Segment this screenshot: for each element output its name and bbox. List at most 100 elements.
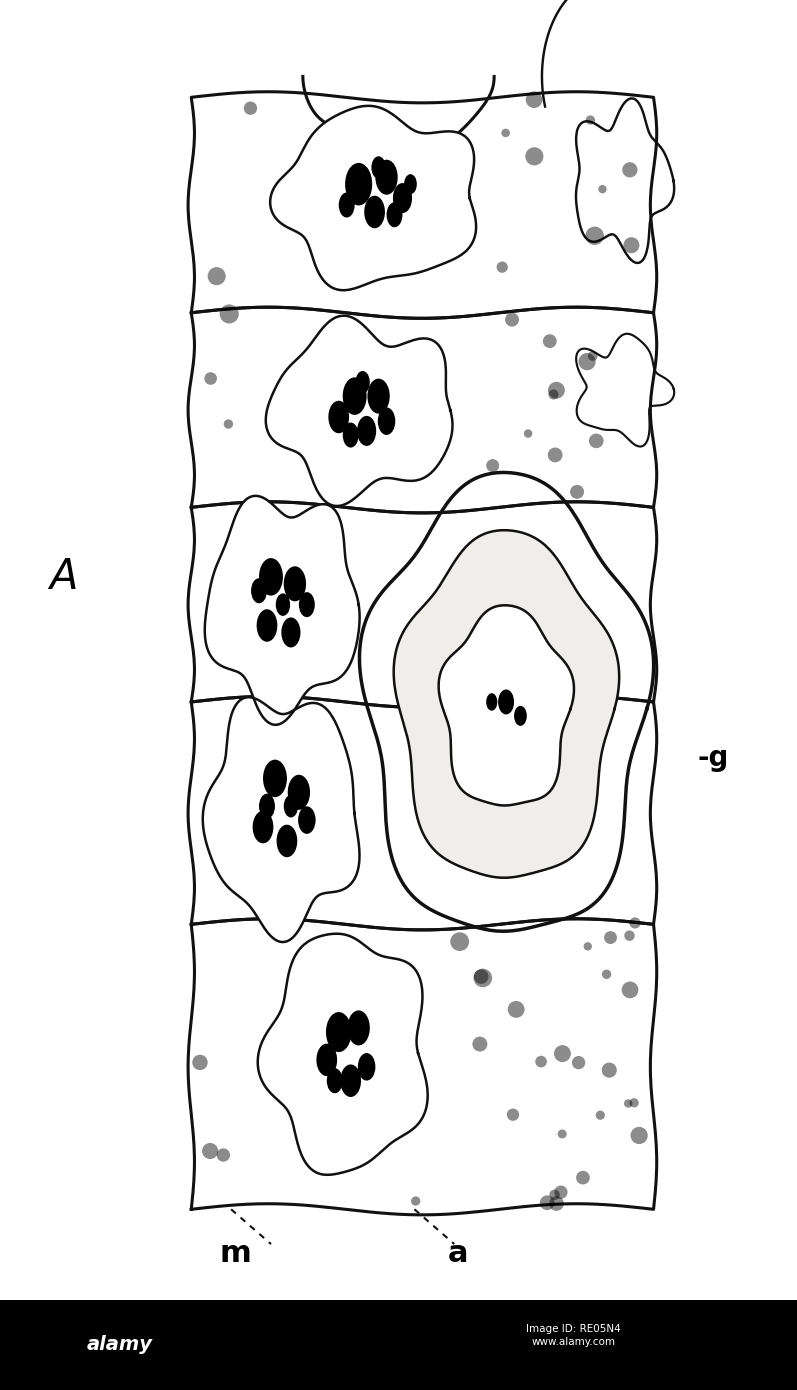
Ellipse shape (204, 373, 217, 385)
Ellipse shape (630, 1127, 648, 1144)
Ellipse shape (508, 1001, 524, 1017)
Ellipse shape (357, 416, 376, 446)
Ellipse shape (299, 592, 315, 617)
Ellipse shape (507, 1108, 519, 1120)
Ellipse shape (622, 981, 638, 998)
Ellipse shape (284, 795, 298, 817)
Ellipse shape (583, 942, 592, 951)
Ellipse shape (358, 1054, 375, 1080)
Polygon shape (270, 106, 476, 291)
Ellipse shape (549, 1190, 559, 1200)
Ellipse shape (501, 129, 510, 138)
Ellipse shape (602, 1062, 617, 1077)
Ellipse shape (263, 759, 287, 796)
Ellipse shape (281, 617, 300, 648)
Ellipse shape (251, 578, 267, 603)
Ellipse shape (387, 203, 402, 228)
Text: alamy: alamy (87, 1336, 152, 1354)
Ellipse shape (599, 185, 607, 193)
Bar (0, 1300, 797, 1390)
Ellipse shape (524, 430, 532, 438)
Ellipse shape (220, 304, 239, 324)
Ellipse shape (192, 1055, 208, 1070)
Ellipse shape (367, 378, 390, 414)
Text: A: A (49, 556, 78, 598)
Ellipse shape (486, 694, 497, 710)
Ellipse shape (340, 1065, 361, 1097)
Ellipse shape (558, 1130, 567, 1138)
Ellipse shape (630, 917, 641, 929)
Polygon shape (188, 696, 657, 930)
Ellipse shape (345, 163, 372, 206)
Ellipse shape (486, 459, 499, 473)
Ellipse shape (284, 566, 306, 602)
Polygon shape (394, 530, 619, 877)
Ellipse shape (622, 163, 638, 178)
Ellipse shape (624, 930, 634, 941)
Ellipse shape (548, 448, 563, 463)
Ellipse shape (378, 407, 395, 435)
Ellipse shape (576, 1170, 590, 1184)
Ellipse shape (355, 371, 370, 393)
Polygon shape (542, 0, 643, 107)
Polygon shape (188, 307, 657, 513)
Ellipse shape (375, 160, 398, 195)
Polygon shape (188, 919, 657, 1215)
Ellipse shape (450, 933, 469, 951)
Ellipse shape (217, 1148, 230, 1162)
Ellipse shape (498, 689, 514, 714)
Ellipse shape (224, 420, 233, 428)
Polygon shape (188, 502, 657, 708)
Ellipse shape (328, 400, 349, 434)
Text: m: m (219, 1240, 251, 1268)
Ellipse shape (526, 92, 543, 108)
Ellipse shape (588, 352, 598, 361)
Ellipse shape (497, 261, 508, 272)
Ellipse shape (371, 156, 386, 179)
Ellipse shape (586, 115, 595, 125)
Ellipse shape (630, 1098, 638, 1108)
Ellipse shape (404, 174, 417, 195)
Polygon shape (576, 99, 674, 263)
Ellipse shape (525, 147, 544, 165)
Polygon shape (257, 934, 428, 1175)
Polygon shape (188, 92, 657, 318)
Ellipse shape (339, 193, 355, 218)
Polygon shape (359, 473, 654, 931)
Ellipse shape (327, 1068, 343, 1093)
Ellipse shape (411, 1197, 420, 1205)
Polygon shape (205, 496, 359, 724)
Ellipse shape (257, 609, 277, 642)
Ellipse shape (595, 1111, 605, 1120)
Ellipse shape (514, 706, 527, 726)
Ellipse shape (554, 1186, 567, 1198)
Ellipse shape (259, 559, 283, 596)
Ellipse shape (259, 794, 275, 819)
Ellipse shape (505, 313, 519, 327)
Ellipse shape (579, 353, 595, 370)
Ellipse shape (624, 1099, 633, 1108)
Ellipse shape (277, 824, 297, 858)
Ellipse shape (288, 774, 310, 810)
Ellipse shape (549, 1197, 563, 1211)
Ellipse shape (586, 227, 604, 245)
Ellipse shape (570, 485, 584, 499)
Ellipse shape (623, 238, 639, 253)
Polygon shape (576, 334, 674, 446)
Ellipse shape (316, 1044, 337, 1076)
Ellipse shape (364, 196, 385, 228)
Ellipse shape (474, 969, 489, 984)
Ellipse shape (347, 1011, 370, 1045)
Ellipse shape (554, 1045, 571, 1062)
Ellipse shape (536, 1056, 547, 1068)
Ellipse shape (202, 1143, 218, 1159)
Ellipse shape (343, 378, 367, 414)
Ellipse shape (276, 594, 290, 616)
Polygon shape (202, 698, 359, 942)
Polygon shape (265, 316, 453, 506)
Ellipse shape (540, 1195, 555, 1211)
Ellipse shape (589, 434, 603, 448)
Ellipse shape (393, 183, 412, 213)
Text: -g: -g (697, 744, 729, 771)
Polygon shape (438, 605, 574, 805)
